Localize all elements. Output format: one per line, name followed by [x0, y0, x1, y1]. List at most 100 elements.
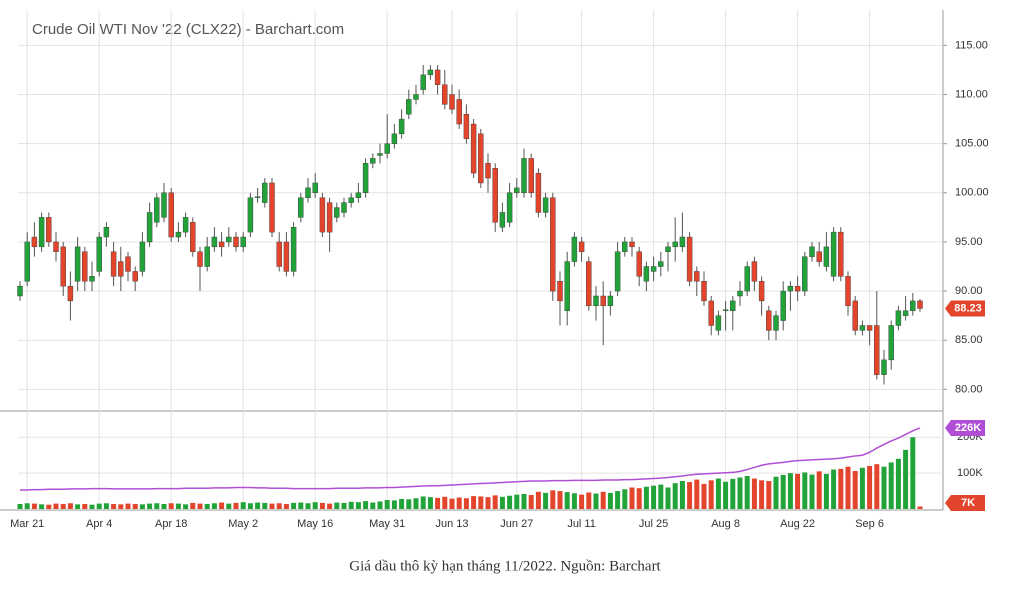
x-tick-label: May 2 — [228, 518, 258, 530]
candle-body — [175, 231, 182, 238]
volume-bar — [355, 502, 361, 509]
last-price-tag: 88.23 — [954, 302, 982, 314]
volume-bar — [809, 474, 815, 509]
volume-bar — [319, 502, 325, 509]
volume-bar — [528, 495, 534, 509]
candle-body — [197, 251, 203, 267]
volume-bar — [435, 497, 441, 509]
volume-bar — [859, 467, 865, 509]
candle-body — [233, 236, 239, 248]
volume-bar — [161, 503, 167, 509]
volume-bar — [485, 497, 491, 509]
candle-body — [204, 246, 210, 267]
candle-body — [665, 246, 671, 252]
candle-body — [420, 74, 426, 90]
candle-body — [838, 231, 844, 277]
volume-bar — [881, 466, 887, 509]
volume-bar — [442, 496, 448, 509]
last-price-tag-shape — [945, 300, 985, 317]
candle-body — [622, 241, 628, 252]
y-tick-label: 100.00 — [955, 187, 989, 199]
volume-bar — [694, 479, 700, 509]
volume-bar — [377, 501, 383, 509]
volume-bar — [406, 499, 412, 509]
y-tick-label: 105.00 — [955, 138, 989, 150]
volume-bar — [67, 503, 73, 509]
volume-bar — [312, 502, 318, 509]
volume-bar — [867, 465, 873, 509]
candle-body — [859, 325, 866, 331]
volume-bar — [607, 492, 613, 509]
volume-bar — [255, 502, 261, 509]
candle-body — [737, 290, 743, 297]
candle-body — [341, 202, 347, 213]
candle-body — [550, 197, 556, 292]
candle-body — [701, 281, 707, 302]
candle-body — [845, 276, 851, 307]
candle-body — [578, 241, 585, 252]
volume-bar — [276, 503, 282, 509]
candle-body — [686, 236, 693, 282]
candle-body — [31, 236, 38, 248]
candle-body — [874, 325, 880, 375]
volume-bar — [543, 492, 549, 509]
volume-bar — [413, 498, 419, 509]
volume-bar — [370, 502, 376, 509]
candle-body — [283, 241, 290, 272]
x-tick-label: Jun 27 — [500, 518, 533, 530]
candle-body — [902, 310, 909, 316]
candle-body — [406, 99, 412, 115]
candle-body — [694, 271, 700, 282]
volume-bar — [672, 483, 678, 509]
volume-tag-shape — [945, 495, 985, 511]
candle-body — [53, 241, 59, 252]
open-interest-tag-shape — [945, 419, 985, 436]
volume-bar — [75, 504, 81, 509]
volume-bar — [24, 503, 30, 509]
x-tick-label: May 31 — [369, 518, 405, 530]
candle-body — [247, 197, 254, 233]
candle-body — [262, 182, 268, 203]
candle-body — [362, 163, 369, 194]
volume-bar — [571, 493, 577, 509]
volume-bar — [687, 482, 693, 509]
candle-body — [751, 261, 758, 282]
x-tick-label: Mar 21 — [10, 518, 44, 530]
volume-bar — [125, 503, 131, 509]
candle-body — [218, 241, 225, 248]
candle-body — [708, 300, 714, 326]
volume-bar — [679, 481, 685, 509]
volume-bar — [53, 503, 59, 509]
candle-body — [557, 281, 563, 302]
candle-body — [384, 143, 390, 154]
candle-body — [60, 246, 66, 287]
candle-body — [586, 261, 592, 307]
candle-body — [17, 285, 23, 297]
candle-body — [881, 359, 887, 375]
volume-bar — [665, 487, 671, 509]
candle-body — [254, 196, 261, 198]
candle-body — [103, 226, 110, 238]
volume-bar — [341, 502, 347, 509]
candle-body — [391, 133, 398, 144]
volume-bar — [391, 500, 397, 509]
candle-body — [492, 168, 498, 223]
candle-body — [370, 158, 376, 164]
volume-bar — [564, 492, 570, 509]
volume-bar — [557, 491, 563, 509]
candle-body — [269, 182, 275, 233]
candle-body — [470, 123, 477, 174]
candle-body — [478, 133, 484, 184]
volume-bar — [118, 504, 124, 509]
candle-body — [463, 113, 470, 139]
volume-bar — [190, 502, 196, 509]
candle-body — [89, 276, 95, 282]
volume-bar — [219, 502, 225, 509]
volume-bar — [291, 502, 297, 509]
volume-bar — [46, 504, 52, 509]
candle-body — [787, 285, 794, 292]
volume-bar — [363, 501, 369, 509]
volume-bar — [283, 503, 289, 509]
volume-bar — [226, 503, 232, 509]
